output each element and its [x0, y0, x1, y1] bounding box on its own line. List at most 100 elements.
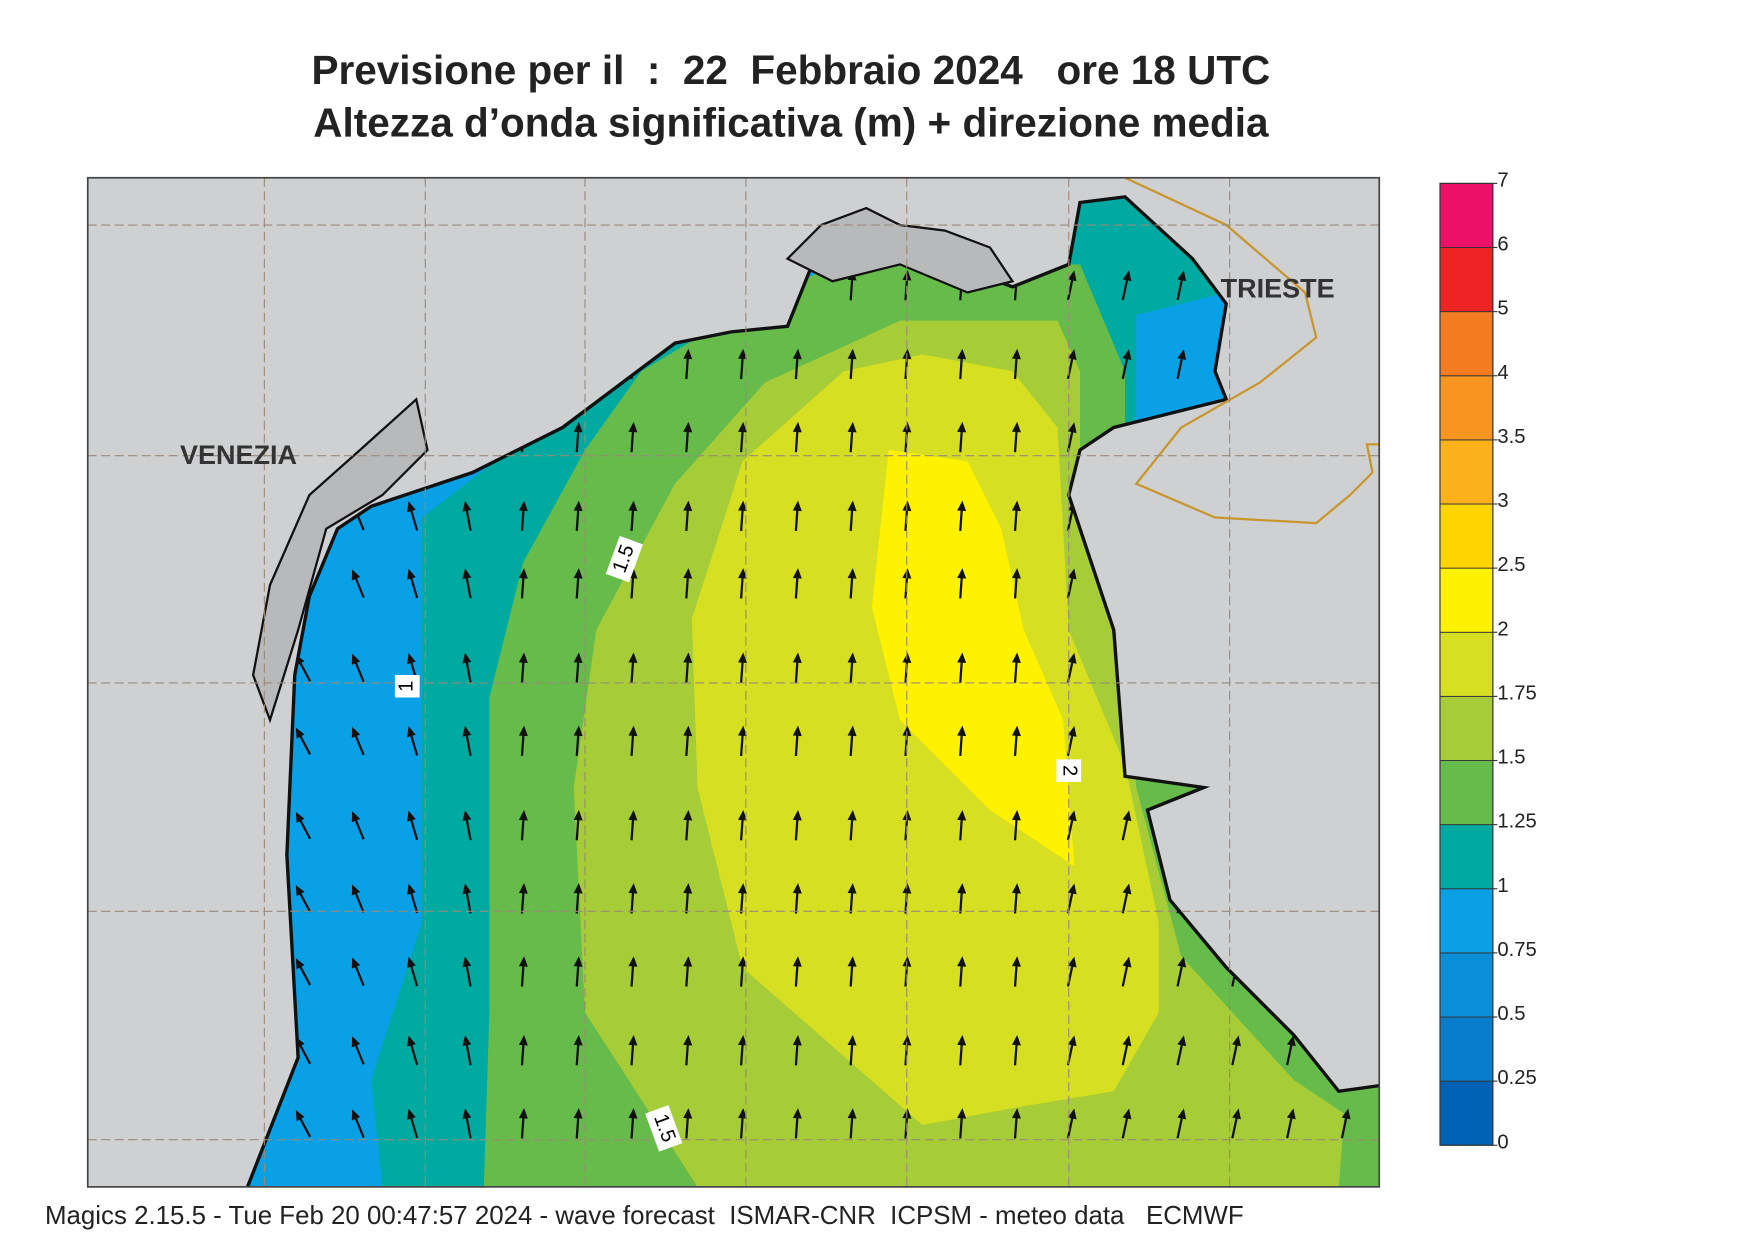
- arrow-head: [1177, 349, 1187, 360]
- arrow-head: [407, 568, 416, 580]
- arrow-head: [573, 1108, 583, 1119]
- arrow: [738, 500, 748, 532]
- colorbar-label: 2.5: [1497, 554, 1525, 576]
- arrow: [628, 500, 638, 532]
- arrow-head: [683, 883, 693, 894]
- arrow: [792, 1108, 802, 1139]
- arrow-head: [573, 956, 583, 967]
- arrow: [1121, 810, 1132, 841]
- arrow-head: [902, 1035, 912, 1046]
- colorbar-band: [1439, 888, 1494, 954]
- arrow-head: [1011, 810, 1021, 821]
- arrow-head: [1011, 1108, 1021, 1119]
- title-line: Previsione per il : 22 Febbraio 2024 ore…: [311, 47, 1270, 93]
- arrow-head: [957, 652, 967, 663]
- arrow: [683, 421, 693, 453]
- graticule: [87, 177, 1380, 1187]
- arrow-head: [957, 348, 967, 360]
- arrow: [573, 500, 583, 532]
- arrow: [683, 956, 693, 987]
- arrow: [351, 726, 365, 756]
- colorbar-label: 3.5: [1497, 426, 1525, 448]
- arrow-head: [518, 810, 528, 821]
- colorbar-band: [1439, 1080, 1494, 1146]
- arrow: [738, 883, 748, 914]
- arrow: [847, 568, 857, 599]
- arrow-head: [1067, 810, 1077, 822]
- arrow: [351, 1109, 365, 1138]
- arrow-head: [573, 500, 583, 512]
- arrow: [957, 1035, 967, 1066]
- arrow-head: [792, 1035, 802, 1046]
- arrow: [738, 810, 748, 841]
- arrow-head: [847, 421, 857, 433]
- arrow-head: [573, 810, 583, 821]
- arrow: [1121, 1035, 1132, 1066]
- arrow: [462, 725, 472, 756]
- arrow-head: [738, 956, 748, 967]
- arrow-head: [792, 568, 802, 579]
- arrow-head: [573, 883, 583, 894]
- arrow-head: [628, 725, 638, 737]
- arrow: [351, 653, 365, 683]
- arrow: [1286, 1108, 1296, 1139]
- arrow-head: [628, 421, 638, 433]
- arrow-head: [683, 1035, 693, 1046]
- city-label: TRIESTE: [1221, 273, 1335, 303]
- arrow-head: [738, 348, 748, 360]
- arrow-head: [295, 958, 305, 970]
- arrow: [957, 810, 967, 841]
- arrow-head: [957, 421, 967, 433]
- arrow: [1066, 810, 1077, 841]
- coastline: [245, 195, 1380, 1187]
- arrow-head: [847, 348, 857, 360]
- arrow-head: [1011, 1035, 1021, 1046]
- arrow: [683, 500, 693, 532]
- arrow: [462, 883, 472, 914]
- arrow-head: [628, 500, 638, 512]
- arrow-head: [957, 1035, 967, 1046]
- arrow-head: [573, 421, 583, 433]
- arrow-head: [1177, 956, 1187, 968]
- arrow: [462, 652, 472, 683]
- arrow-head: [518, 725, 528, 737]
- arrow: [462, 810, 472, 841]
- arrow-head: [1011, 652, 1021, 663]
- arrow: [628, 883, 638, 914]
- arrow-head: [351, 726, 361, 738]
- arrow-head: [1122, 810, 1132, 822]
- arrow-head: [738, 500, 748, 512]
- map: [87, 177, 1380, 1187]
- colorbar-band: [1439, 695, 1494, 761]
- arrow-head: [1011, 348, 1021, 360]
- arrow-head: [351, 653, 361, 665]
- arrow: [738, 725, 748, 757]
- colorbar-band: [1439, 567, 1494, 633]
- arrow-head: [407, 883, 416, 895]
- arrow-head: [518, 500, 528, 512]
- arrow: [462, 568, 472, 599]
- arrow-head: [683, 652, 693, 663]
- arrow: [1286, 1035, 1296, 1066]
- arrow: [1066, 1108, 1077, 1139]
- arrow-head: [351, 957, 361, 969]
- arrow: [628, 810, 638, 841]
- arrow-head: [792, 421, 802, 433]
- arrow: [573, 725, 583, 757]
- arrow: [295, 727, 312, 755]
- arrow: [1011, 810, 1021, 841]
- arrow: [683, 810, 693, 841]
- arrow: [1176, 1108, 1187, 1139]
- arrow: [462, 956, 472, 987]
- arrow-head: [1232, 1035, 1241, 1047]
- contour-label: 2: [1058, 765, 1080, 776]
- arrow: [407, 956, 419, 987]
- arrow: [1011, 1108, 1021, 1139]
- arrow: [295, 958, 312, 986]
- arrow: [1011, 421, 1021, 453]
- arrow-head: [1122, 1035, 1132, 1047]
- arrow: [628, 956, 638, 987]
- arrow: [792, 725, 802, 757]
- arrow-head: [518, 883, 528, 894]
